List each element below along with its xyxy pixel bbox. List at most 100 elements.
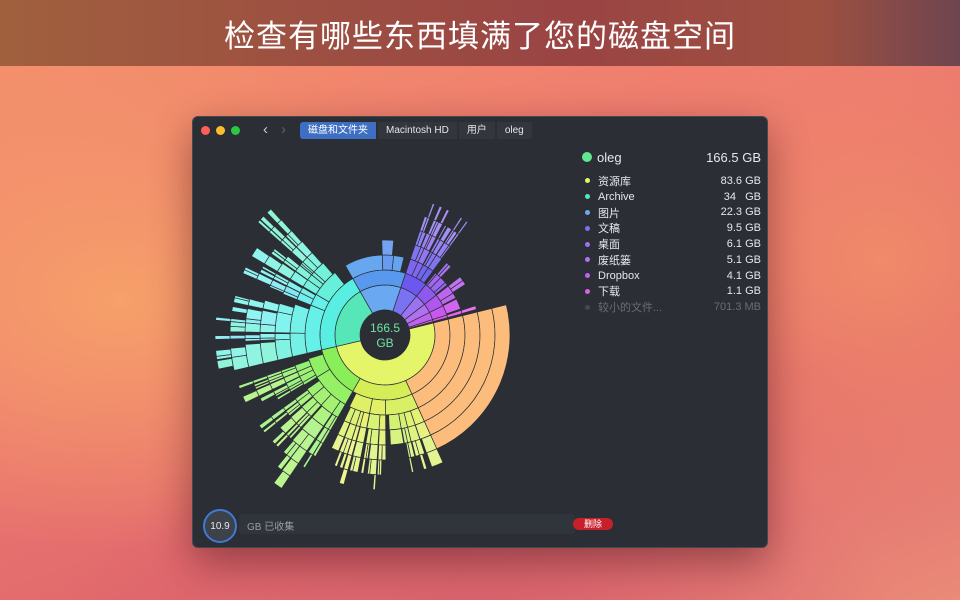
sunburst-segment[interactable] [338, 468, 349, 485]
legend-item[interactable]: 废纸篓 5.1 GB [581, 252, 761, 268]
sunburst-segment[interactable] [289, 332, 308, 358]
center-hole[interactable] [361, 311, 409, 359]
sunburst-segment[interactable] [215, 316, 232, 322]
sunburst-segment[interactable] [312, 441, 324, 458]
sunburst-segment[interactable] [276, 389, 292, 401]
forward-chevron-right-icon[interactable]: › [281, 121, 286, 138]
collector-dropzone[interactable]: GB 已收集 删除 [239, 514, 613, 534]
sunburst-segment[interactable] [257, 219, 272, 233]
sunburst-segment[interactable] [427, 202, 436, 219]
sunburst-segment[interactable] [259, 215, 275, 231]
sunburst-segment[interactable] [247, 298, 265, 310]
sunburst-segment[interactable] [445, 230, 458, 246]
sunburst-segment[interactable] [302, 453, 314, 469]
sunburst-segment[interactable] [272, 248, 288, 261]
sunburst-segment[interactable] [282, 440, 297, 456]
close-button[interactable] [201, 126, 210, 135]
back-chevron-left-icon[interactable]: ‹ [263, 121, 268, 138]
sunburst-segment[interactable] [266, 208, 282, 224]
sunburst-segment[interactable] [273, 470, 291, 489]
sunburst-segment[interactable] [275, 433, 289, 448]
sunburst-segment[interactable] [253, 378, 270, 388]
breadcrumb-users[interactable]: 用户 [458, 122, 495, 139]
sunburst-segment[interactable] [244, 334, 261, 339]
sunburst-segment[interactable] [229, 334, 246, 340]
sunburst-segment[interactable] [231, 306, 248, 314]
sunburst-segment[interactable] [260, 309, 278, 326]
sunburst-segment[interactable] [234, 295, 251, 302]
sunburst-segment[interactable] [333, 451, 343, 467]
sunburst-segment[interactable] [460, 305, 477, 314]
sunburst-segment[interactable] [439, 292, 457, 306]
sunburst-segment[interactable] [238, 380, 255, 390]
sunburst-segment[interactable] [339, 452, 348, 469]
legend-root[interactable]: oleg 166.5 GB [581, 147, 761, 167]
sunburst-segment[interactable] [377, 444, 383, 461]
sunburst-segment[interactable] [457, 220, 469, 235]
sunburst-segment[interactable] [372, 474, 377, 491]
zoom-button[interactable] [231, 126, 240, 135]
sunburst-segment[interactable] [388, 413, 402, 431]
sunburst-segment[interactable] [245, 308, 263, 321]
sunburst-segment[interactable] [366, 458, 372, 475]
sunburst-segment[interactable] [216, 358, 234, 370]
sunburst-segment[interactable] [349, 455, 357, 472]
legend-item[interactable]: 文稿 9.5 GB [581, 220, 761, 236]
legend-item[interactable]: 桌面 6.1 GB [581, 236, 761, 252]
sunburst-segment[interactable] [231, 354, 250, 371]
sunburst-segment[interactable] [274, 338, 293, 361]
sunburst-segment[interactable] [437, 224, 447, 240]
sunburst-segment[interactable] [276, 454, 291, 471]
sunburst-segment[interactable] [242, 390, 260, 404]
sunburst-segment[interactable] [433, 205, 443, 222]
collected-gauge[interactable]: 10.9 [203, 509, 237, 543]
sunburst-segment[interactable] [391, 255, 405, 273]
sunburst-segment[interactable] [439, 208, 450, 225]
sunburst-segment[interactable] [262, 420, 277, 434]
sunburst-segment[interactable] [259, 391, 276, 403]
breadcrumb-disks[interactable]: 磁盘和文件夹 [300, 122, 376, 139]
legend-item[interactable]: 资源库 83.6 GB [581, 173, 761, 189]
breadcrumb-macintosh-hd[interactable]: Macintosh HD [378, 122, 457, 139]
minimize-button[interactable] [216, 126, 225, 135]
sunburst-segment[interactable] [419, 453, 428, 470]
sunburst-segment[interactable] [274, 333, 291, 341]
legend-item[interactable]: 下载 1.1 GB [581, 284, 761, 300]
sunburst-segment[interactable] [262, 299, 280, 313]
sunburst-segment[interactable] [330, 433, 345, 452]
sunburst-segment[interactable] [433, 282, 448, 295]
sunburst-segment[interactable] [376, 459, 381, 476]
sunburst-segment[interactable] [214, 335, 231, 340]
sunburst-segment[interactable] [378, 429, 387, 446]
legend-item[interactable]: 较小的文件... 701.3 MB [581, 299, 761, 315]
sunburst-segment[interactable] [442, 298, 462, 315]
sunburst-segment[interactable] [230, 346, 247, 358]
sunburst-segment[interactable] [271, 430, 287, 445]
sunburst-segment[interactable] [450, 280, 466, 293]
sunburst-segment[interactable] [381, 239, 395, 256]
sunburst-segment[interactable] [389, 428, 405, 446]
sunburst-segment[interactable] [439, 226, 453, 243]
sunburst-segment[interactable] [215, 348, 232, 357]
sunburst-segment[interactable] [259, 333, 276, 339]
sunburst-segment[interactable] [288, 425, 302, 440]
delete-button[interactable]: 删除 [573, 518, 613, 530]
sunburst-segment[interactable] [243, 266, 260, 277]
sunburst-segment[interactable] [251, 247, 270, 265]
sunburst-segment[interactable] [426, 448, 444, 468]
sunburst-segment[interactable] [254, 381, 271, 390]
sunburst-segment[interactable] [261, 265, 277, 276]
sunburst-chart[interactable]: 166.5 GB [193, 117, 573, 509]
sunburst-segment[interactable] [368, 443, 379, 461]
breadcrumb-oleg[interactable]: oleg [496, 122, 532, 139]
sunburst-segment[interactable] [258, 416, 275, 430]
sunburst-segment[interactable] [360, 457, 367, 474]
sunburst-segment[interactable] [408, 456, 415, 473]
legend-item[interactable]: 图片 22.3 GB [581, 205, 761, 221]
sunburst-segment[interactable] [259, 268, 276, 280]
legend-item[interactable]: Archive 34 GB [581, 189, 761, 205]
sunburst-segment[interactable] [274, 311, 293, 334]
legend-item[interactable]: Dropbox 4.1 GB [581, 268, 761, 284]
sunburst-segment[interactable] [411, 440, 420, 457]
smaller-files-segment[interactable] [408, 321, 434, 330]
